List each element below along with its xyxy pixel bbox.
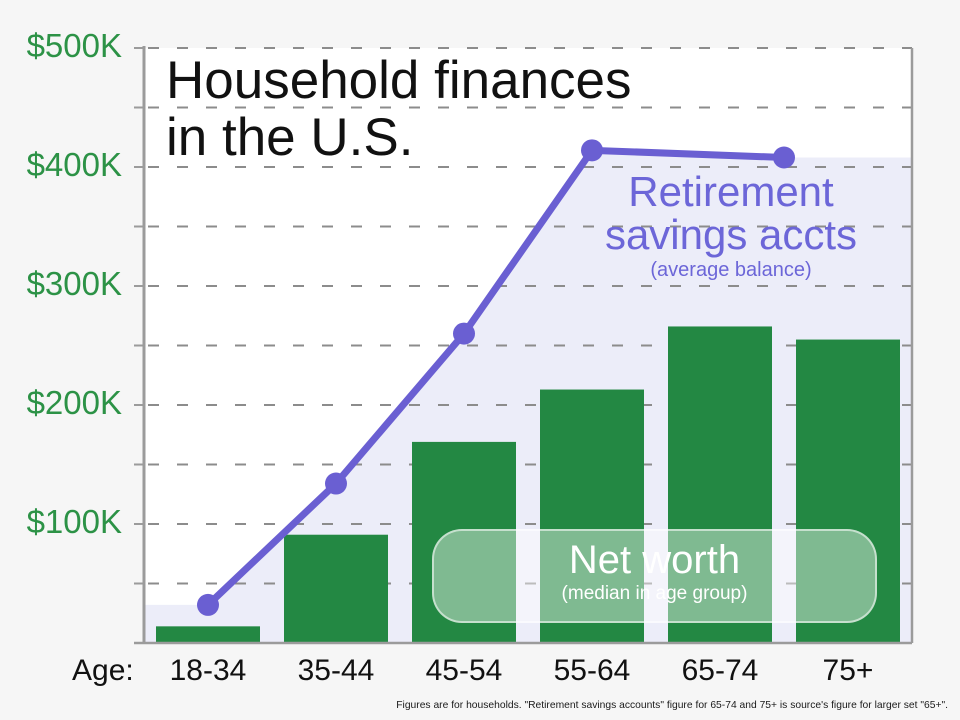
net-worth-bar — [540, 389, 644, 643]
retirement-series-label: Retirement savings accts (average balanc… — [531, 170, 931, 281]
retirement-label-line2: savings accts — [604, 211, 858, 258]
y-axis-label: $400K — [26, 146, 122, 183]
retirement-line-point — [581, 139, 603, 162]
x-axis-label: 18-34 — [169, 654, 247, 687]
y-axis-label: $500K — [26, 27, 122, 64]
net-worth-bar — [284, 534, 388, 643]
net-worth-label: Net worth — [568, 538, 741, 582]
x-axis-label: 75+ — [822, 654, 874, 687]
net-worth-label-sub: (median in age group) — [561, 583, 748, 604]
retirement-label-sub: (average balance) — [650, 259, 812, 281]
net-worth-badge: Net worth (median in age group) — [432, 529, 877, 623]
y-axis-label: $200K — [26, 384, 122, 421]
x-axis-label: 35-44 — [297, 654, 375, 687]
y-axis-label: $100K — [26, 503, 122, 540]
x-axis-label: 65-74 — [681, 654, 759, 687]
footnote: Figures are for households. "Retirement … — [396, 700, 948, 711]
x-axis-label: 55-64 — [553, 654, 631, 687]
chart-title: Household finances in the U.S. — [166, 52, 632, 166]
x-axis-label: 45-54 — [425, 654, 503, 687]
y-axis-label: $300K — [26, 265, 122, 302]
net-worth-bar — [412, 441, 516, 643]
chart-title-line1: Household finances — [166, 51, 632, 110]
retirement-label-line1: Retirement — [628, 168, 834, 215]
net-worth-bar — [668, 326, 772, 643]
chart-title-line2: in the U.S. — [166, 108, 414, 167]
net-worth-bar — [796, 339, 900, 643]
retirement-line-point — [197, 593, 219, 616]
net-worth-bar — [156, 626, 260, 643]
retirement-line-point — [325, 472, 347, 495]
retirement-line-point — [773, 146, 795, 169]
retirement-line-point — [453, 322, 475, 345]
x-axis-prefix: Age: — [72, 654, 134, 687]
